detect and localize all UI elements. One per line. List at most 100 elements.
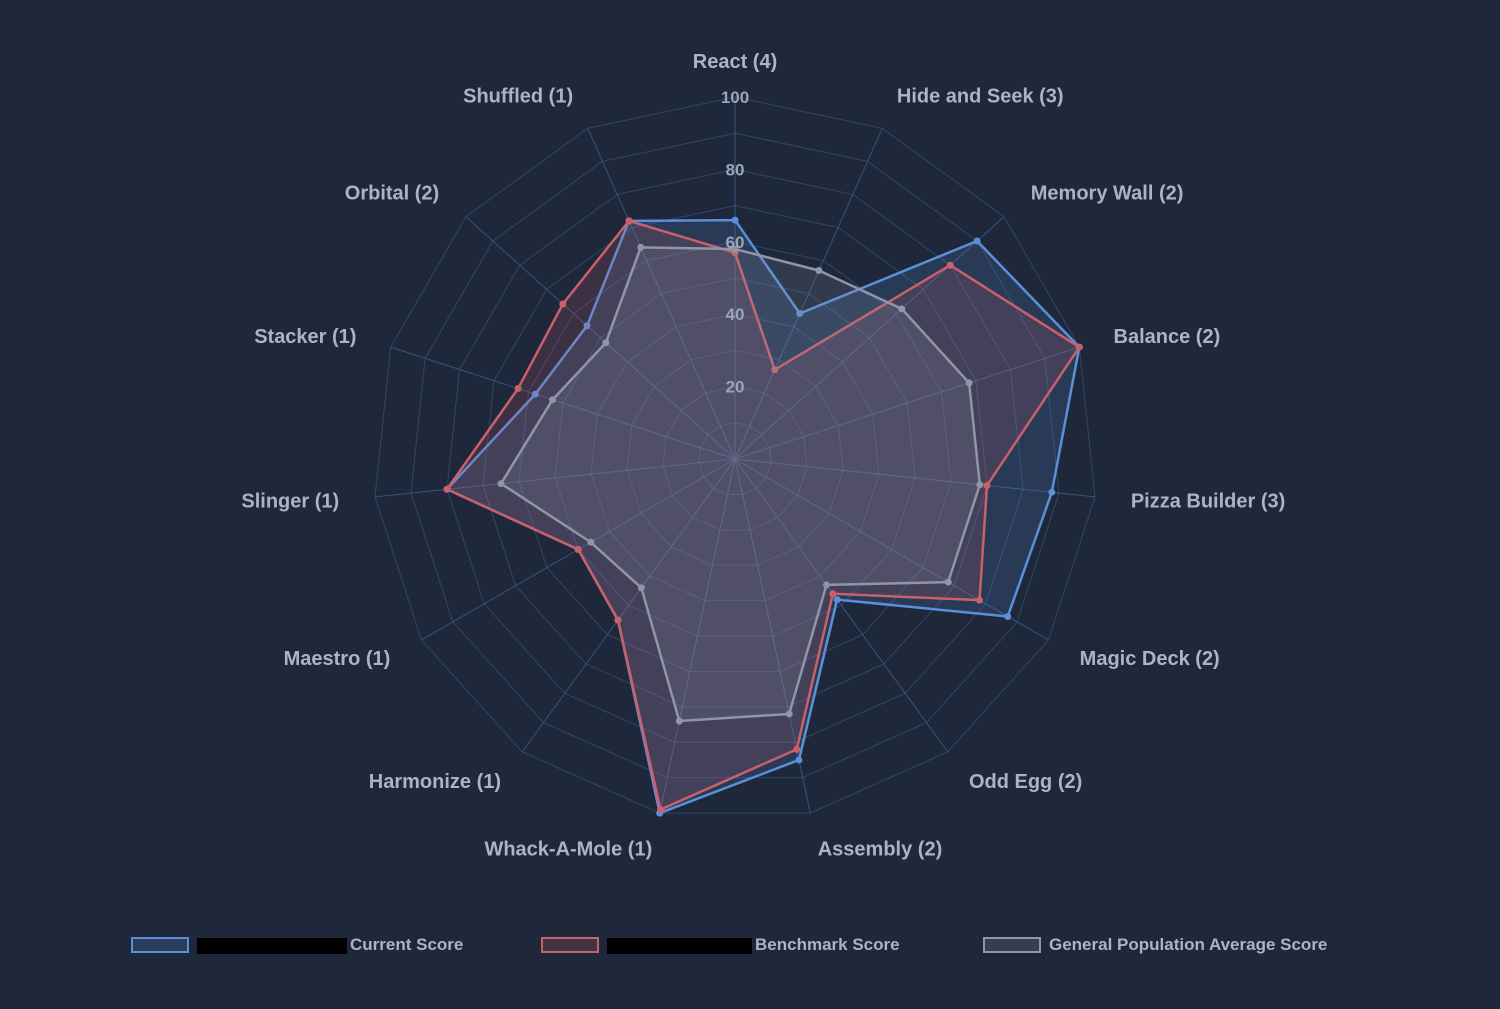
data-point[interactable]: [443, 485, 451, 493]
series-area: [445, 218, 1081, 815]
redacted-text: [607, 937, 752, 954]
radial-tick-label: 60: [726, 233, 745, 252]
data-point[interactable]: [815, 266, 823, 274]
grid-ring: [446, 168, 1024, 743]
axis-label: Hide and Seek (3): [897, 85, 1064, 107]
grid-spoke: [734, 458, 811, 814]
data-point[interactable]: [675, 717, 683, 725]
radial-tick-label: 20: [726, 378, 745, 397]
data-point[interactable]: [1004, 612, 1012, 620]
legend-item-benchmark-score[interactable]: Benchmark Score: [541, 930, 900, 960]
radar-series: [443, 216, 1083, 817]
series-area: [445, 219, 1081, 811]
grid-ring: [626, 349, 844, 566]
data-point[interactable]: [973, 237, 981, 245]
series-1: [443, 217, 1083, 814]
data-point[interactable]: [822, 581, 830, 589]
legend-series-name: Current Score: [350, 935, 464, 954]
data-point[interactable]: [497, 480, 505, 488]
axis-label: Pizza Builder (3): [1131, 491, 1285, 513]
axis-label: Harmonize (1): [369, 771, 501, 793]
data-point[interactable]: [731, 216, 739, 224]
radar-grid: [374, 96, 1096, 814]
axis-label: Shuffled (1): [463, 85, 573, 107]
data-point[interactable]: [656, 806, 664, 814]
data-point[interactable]: [602, 339, 610, 347]
grid-ring: [482, 205, 988, 708]
data-point[interactable]: [785, 710, 793, 718]
grid-ring: [698, 422, 772, 495]
legend-item-general-population[interactable]: General Population Average Score: [983, 930, 1327, 960]
radial-ticks: 20 40 60 80 100: [721, 88, 749, 397]
data-point[interactable]: [796, 309, 804, 317]
grid-spoke: [734, 346, 1080, 460]
grid-ring: [374, 96, 1096, 814]
data-point[interactable]: [946, 261, 954, 269]
data-point[interactable]: [1075, 343, 1083, 351]
data-point[interactable]: [976, 596, 984, 604]
data-point[interactable]: [1048, 488, 1056, 496]
grid-spoke: [734, 458, 1049, 641]
data-point[interactable]: [637, 584, 645, 592]
data-point[interactable]: [944, 578, 952, 586]
axis-label: Balance (2): [1114, 326, 1221, 348]
grid-spoke: [734, 458, 1096, 498]
data-point[interactable]: [583, 322, 591, 330]
axis-label: Stacker (1): [254, 326, 356, 348]
data-point[interactable]: [771, 366, 779, 374]
legend-swatch-benchmark-score: [541, 937, 599, 953]
data-point[interactable]: [976, 481, 984, 489]
data-point[interactable]: [833, 596, 841, 604]
legend-item-current-score[interactable]: Current Score: [131, 930, 463, 960]
data-point[interactable]: [559, 300, 567, 308]
axis-labels: React (4) Hide and Seek (3) Memory Wall (2…: [241, 51, 1285, 860]
data-point[interactable]: [574, 546, 582, 553]
series-area: [499, 246, 982, 723]
axis-label: Slinger (1): [241, 491, 339, 513]
data-point[interactable]: [549, 396, 557, 404]
radial-tick-label: 40: [726, 305, 745, 324]
data-point[interactable]: [793, 745, 801, 753]
axis-label: Magic Deck (2): [1080, 648, 1220, 670]
data-point[interactable]: [625, 217, 633, 225]
radar-chart: 20 40 60 80 100 React (4) Hide and Seek (3) Me…: [241, 51, 1285, 860]
radial-tick-label: 100: [721, 88, 749, 107]
grid-spoke: [465, 216, 736, 460]
grid-spoke: [734, 128, 883, 460]
data-point[interactable]: [514, 385, 522, 393]
grid-spoke: [374, 458, 736, 498]
grid-ring: [590, 313, 880, 602]
axis-label: Whack-A-Mole (1): [484, 838, 652, 860]
legend-label-general-population: General Population Average Score: [1049, 935, 1328, 954]
grid-spoke: [659, 458, 736, 814]
legend-swatch-current-score: [131, 937, 189, 953]
grid-spoke: [521, 458, 736, 753]
legend-swatch-general-population: [983, 937, 1041, 953]
legend: Current Score Benchmark Score General Po…: [0, 930, 1500, 960]
data-point[interactable]: [614, 616, 622, 624]
grid-ring: [554, 277, 916, 637]
axis-label: Assembly (2): [818, 838, 943, 860]
data-point[interactable]: [829, 590, 837, 598]
data-point[interactable]: [965, 379, 973, 387]
data-point[interactable]: [531, 390, 539, 398]
axis-label: Maestro (1): [284, 648, 391, 670]
data-point[interactable]: [795, 756, 803, 764]
series-2: [497, 243, 984, 725]
radial-tick-label: 80: [726, 160, 745, 179]
legend-label-current-score: Current Score: [197, 935, 463, 955]
grid-spoke: [734, 458, 949, 753]
grid-spoke: [390, 346, 736, 460]
grid-spoke: [587, 128, 736, 460]
legend-series-name: Benchmark Score: [755, 935, 900, 954]
data-point[interactable]: [731, 245, 739, 253]
data-point[interactable]: [637, 243, 645, 251]
data-point[interactable]: [983, 481, 991, 489]
grid-ring: [662, 386, 808, 531]
legend-label-benchmark-score: Benchmark Score: [607, 935, 900, 955]
data-point[interactable]: [898, 305, 906, 313]
data-point[interactable]: [587, 538, 595, 546]
axis-label: Odd Egg (2): [969, 771, 1082, 793]
axis-label: React (4): [693, 51, 777, 73]
